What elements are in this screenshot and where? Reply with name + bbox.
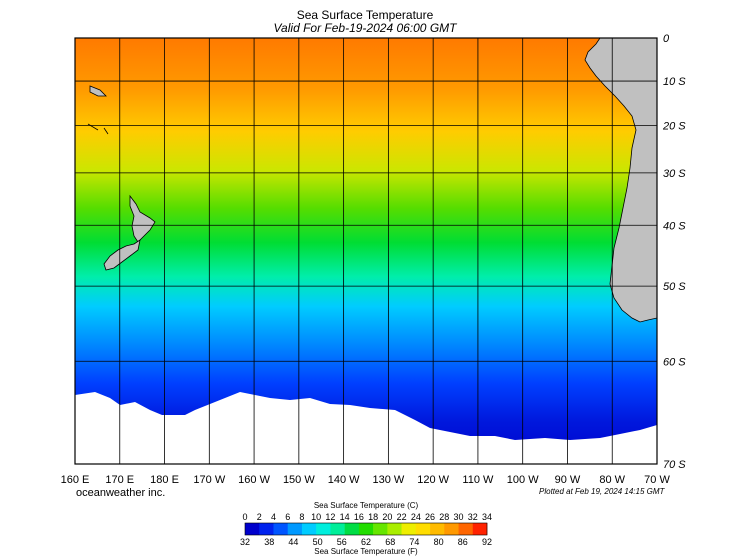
map-border: [74, 37, 658, 465]
colorbar-swatch: [316, 523, 331, 535]
new-caledonia: [87, 123, 109, 135]
colorbar-celsius-tick: 16: [354, 512, 364, 522]
colorbar-swatch: [458, 523, 474, 535]
map-title: Sea Surface Temperature: [296, 8, 434, 22]
colorbar-celsius-tick: 22: [397, 512, 407, 522]
colorbar-frame: [244, 522, 488, 536]
colorbar-fahrenheit-tick: 68: [385, 537, 395, 547]
colorbar-swatch: [472, 523, 488, 535]
colorbar-celsius-tick: 20: [382, 512, 392, 522]
longitude-labels: 160 E 170 E 180 E 170 W 160 W 150 W 140 W 130 W…: [61, 474, 671, 486]
colorbar-fahrenheit-tick: 62: [361, 537, 371, 547]
longitude-label: 160 E: [61, 474, 90, 486]
colorbar-swatch: [330, 523, 345, 535]
colorbar-celsius-tick: 24: [411, 512, 421, 522]
latitude-label: 70 S: [663, 459, 686, 471]
colorbar-celsius-tick: 34: [482, 512, 492, 522]
colorbar: [244, 522, 488, 536]
colorbar-celsius-tick: 0: [242, 512, 247, 522]
colorbar-title-celsius: Sea Surface Temperature (C): [313, 501, 419, 510]
longitude-label: 150 W: [283, 474, 315, 486]
colorbar-swatch: [287, 523, 303, 535]
latitude-label: 40 S: [663, 220, 686, 232]
longitude-label: 180 E: [150, 474, 179, 486]
colorbar-celsius-ticks: 0 2 4 6 8 10 12 14 16 18 20 22 24 26 28 30 32 34: [242, 512, 492, 522]
colorbar-swatch: [259, 523, 274, 535]
colorbar-celsius-tick: 14: [340, 512, 350, 522]
longitude-label: 140 W: [328, 474, 360, 486]
colorbar-celsius-tick: 2: [257, 512, 262, 522]
colorbar-swatch: [245, 523, 260, 535]
colorbar-swatch: [273, 523, 289, 535]
longitude-label: 100 W: [507, 474, 539, 486]
longitude-label: 130 W: [372, 474, 404, 486]
longitude-label: 110 W: [462, 474, 494, 486]
colorbar-celsius-tick: 12: [325, 512, 335, 522]
colorbar-fahrenheit-tick: 80: [434, 537, 444, 547]
lat-lon-grid: [75, 38, 657, 464]
colorbar-celsius-tick: 6: [285, 512, 290, 522]
longitude-label: 170 W: [193, 474, 225, 486]
south-america-landmass: [584, 38, 657, 323]
credit-text: oceanweather inc.: [76, 487, 166, 499]
colorbar-swatch: [444, 523, 459, 535]
plotted-timestamp: Plotted at Feb 19, 2024 14:15 GMT: [539, 487, 665, 496]
colorbar-swatch: [430, 523, 445, 535]
colorbar-fahrenheit-tick: 50: [313, 537, 323, 547]
new-zealand-south-island: [103, 239, 141, 271]
longitude-label: 120 W: [417, 474, 449, 486]
colorbar-celsius-tick: 10: [311, 512, 321, 522]
antarctic-ice: [75, 392, 657, 464]
colorbar-celsius-tick: 18: [368, 512, 378, 522]
colorbar-swatch: [344, 523, 360, 535]
latitude-label: 50 S: [663, 281, 686, 293]
longitude-label: 70 W: [644, 474, 670, 486]
longitude-label: 170 E: [105, 474, 134, 486]
colorbar-fahrenheit-ticks: 32 38 44 50 56 62 68 74 80 86 92: [240, 537, 492, 547]
new-zealand-north-island: [129, 194, 156, 243]
sst-field: [75, 38, 657, 464]
colorbar-celsius-tick: 8: [299, 512, 304, 522]
fiji-islands: [89, 85, 107, 97]
latitude-labels: 0 10 S 20 S 30 S 40 S 50 S 60 S 70 S: [662, 33, 686, 471]
colorbar-celsius-tick: 28: [439, 512, 449, 522]
colorbar-fahrenheit-tick: 44: [288, 537, 298, 547]
colorbar-swatch: [387, 523, 402, 535]
colorbar-swatch: [415, 523, 431, 535]
latitude-label: 20 S: [662, 120, 686, 132]
latitude-label: 30 S: [663, 168, 686, 180]
colorbar-fahrenheit-tick: 74: [409, 537, 419, 547]
longitude-label: 160 W: [238, 474, 270, 486]
colorbar-swatch: [301, 523, 317, 535]
colorbar-swatch: [358, 523, 374, 535]
colorbar-celsius-tick: 30: [454, 512, 464, 522]
colorbar-swatch: [373, 523, 388, 535]
longitude-label: 80 W: [599, 474, 625, 486]
colorbar-celsius-tick: 26: [425, 512, 435, 522]
colorbar-fahrenheit-tick: 32: [240, 537, 250, 547]
latitude-label: 10 S: [663, 76, 686, 88]
colorbar-fahrenheit-tick: 38: [264, 537, 274, 547]
colorbar-fahrenheit-tick: 86: [458, 537, 468, 547]
colorbar-celsius-tick: 32: [468, 512, 478, 522]
colorbar-celsius-tick: 4: [271, 512, 276, 522]
colorbar-swatch: [401, 523, 417, 535]
colorbar-fahrenheit-tick: 56: [337, 537, 347, 547]
colorbar-fahrenheit-tick: 92: [482, 537, 492, 547]
longitude-label: 90 W: [555, 474, 581, 486]
map-subtitle: Valid For Feb-19-2024 06:00 GMT: [273, 21, 457, 35]
latitude-label: 0: [663, 33, 670, 45]
latitude-label: 60 S: [663, 356, 686, 368]
colorbar-title-fahrenheit: Sea Surface Temperature (F): [314, 547, 418, 556]
